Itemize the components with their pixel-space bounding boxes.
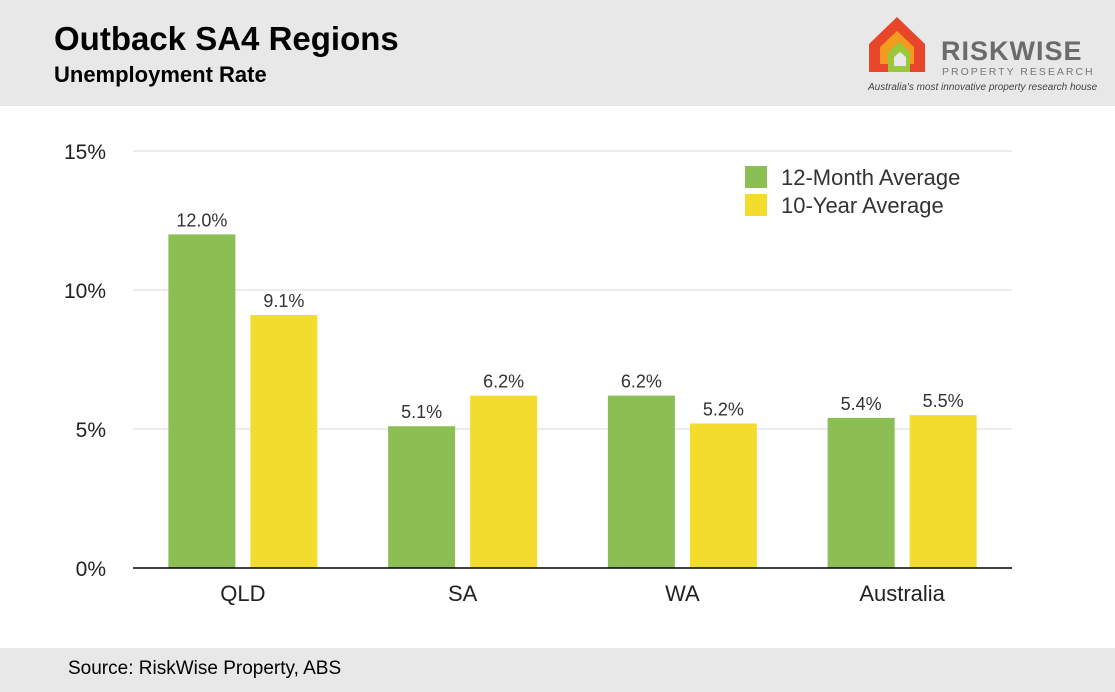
y-tick-label: 0% xyxy=(76,558,106,581)
bar-10-year-australia xyxy=(909,415,977,568)
footer: Source: RiskWise Property, ABS xyxy=(0,648,1115,692)
data-label: 5.1% xyxy=(401,402,442,422)
data-label: 9.1% xyxy=(263,291,304,311)
y-tick-label: 5% xyxy=(76,419,106,442)
riskwise-logo: RISKWISE PROPERTY RESEARCH Australia's m… xyxy=(866,14,1098,96)
legend-layer: 12-Month Average 10-Year Average xyxy=(745,165,960,218)
legend-swatch-10-year xyxy=(745,194,767,216)
data-label: 6.2% xyxy=(483,372,524,392)
chart-subtitle: Unemployment Rate xyxy=(54,62,267,87)
logo-subtitle: PROPERTY RESEARCH xyxy=(942,66,1095,78)
bar-10-year-wa xyxy=(689,423,757,568)
legend-label: 12-Month Average xyxy=(781,165,960,190)
bar-12-month-qld xyxy=(168,234,236,568)
y-tick-label: 15% xyxy=(64,141,106,164)
bar-12-month-sa xyxy=(388,426,456,568)
x-tick-label: QLD xyxy=(220,581,265,606)
x-tick-label: SA xyxy=(448,581,478,606)
y-tick-label: 10% xyxy=(64,280,106,303)
bar-layer xyxy=(168,234,977,568)
data-label: 5.2% xyxy=(703,399,744,419)
data-label: 5.5% xyxy=(923,391,964,411)
house-logo-icon xyxy=(869,17,925,72)
bar-12-month-australia xyxy=(827,417,895,568)
x-tick-label: WA xyxy=(665,581,700,606)
data-label: 5.4% xyxy=(841,394,882,414)
bar-10-year-sa xyxy=(470,395,538,568)
header: Outback SA4 Regions Unemployment Rate RI… xyxy=(0,0,1115,106)
logo-name: RISKWISE xyxy=(941,36,1083,66)
label-layer: 12.0% 9.1% 5.1% 6.2% 6.2% 5.2% 5.4% 5.5% xyxy=(176,210,963,422)
bar-12-month-wa xyxy=(607,395,675,568)
bar-chart: 12.0% 9.1% 5.1% 6.2% 6.2% 5.2% 5.4% 5.5% 0% 5% 10… xyxy=(64,141,1012,606)
source-note: Source: RiskWise Property, ABS xyxy=(68,658,342,679)
logo-tagline: Australia's most innovative property res… xyxy=(868,82,1098,93)
chart-title: Outback SA4 Regions xyxy=(54,20,399,57)
axis-layer: 0% 5% 10% 15% QLD SA WA Australia xyxy=(64,141,1012,606)
legend-swatch-12-month xyxy=(745,166,767,188)
legend-label: 10-Year Average xyxy=(781,193,944,218)
bar-10-year-qld xyxy=(250,315,318,568)
x-tick-label: Australia xyxy=(859,581,945,606)
data-label: 12.0% xyxy=(176,210,227,230)
data-label: 6.2% xyxy=(621,372,662,392)
